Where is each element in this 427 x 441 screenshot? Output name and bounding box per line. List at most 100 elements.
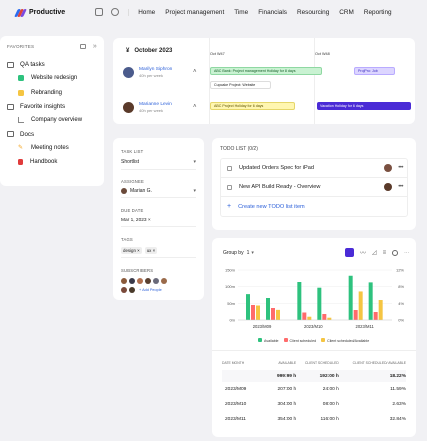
column-header[interactable]: CLIENT SCHEDULED — [304, 361, 339, 365]
line-chart-icon[interactable]: 〰 — [360, 251, 367, 257]
bar-available[interactable] — [246, 294, 250, 320]
booking-text: ABC Project Holiday for 6 days — [214, 104, 264, 108]
sidebar-group-favorite-insights[interactable]: Favorite insights — [7, 100, 97, 113]
bar-ratio[interactable] — [256, 305, 260, 320]
tags-field[interactable]: design × ux × — [121, 247, 196, 258]
bar-available[interactable] — [368, 282, 373, 320]
y2-tick-label: 0% — [398, 318, 404, 323]
more-options-icon[interactable]: ••• — [398, 184, 403, 190]
avatar[interactable] — [153, 278, 159, 284]
booking-pill[interactable]: ABC Bank: Project management Holiday for… — [210, 67, 322, 75]
bar-client-scheduled[interactable] — [353, 310, 358, 320]
table-row[interactable]: 2023/M10 304:00 h 08:00 h 2.63% — [222, 397, 406, 412]
new-folder-icon[interactable] — [79, 44, 86, 49]
booking-pill[interactable]: ABC Project Holiday for 6 days — [210, 102, 295, 110]
bar-client-scheduled[interactable] — [251, 305, 255, 320]
sidebar-group-docs[interactable]: Docs — [7, 128, 97, 141]
legend-item[interactable]: Client scheduled — [283, 338, 316, 343]
avatar[interactable] — [161, 278, 167, 284]
avatar[interactable] — [129, 287, 135, 293]
bar-ratio[interactable] — [276, 309, 280, 320]
booking-pill[interactable]: Vacation Holiday for 6 days — [317, 102, 411, 110]
column-header[interactable]: DATE MONTH — [222, 361, 245, 365]
bar-ratio[interactable] — [327, 317, 332, 320]
tag-chip[interactable]: design × — [121, 247, 142, 254]
month-label: October 2023 — [134, 48, 173, 54]
assignee-select[interactable]: Marian G. ▾ — [121, 188, 196, 198]
todo-item[interactable]: New API Build Ready - Overview ••• — [221, 178, 407, 197]
task-list-select[interactable]: Shortlist ▾ — [121, 159, 196, 170]
table-cell: 2023/M10 — [225, 402, 247, 407]
todo-item[interactable]: Updated Orders Spec for iPad ••• — [221, 159, 407, 178]
nav-resourcing[interactable]: Resourcing — [296, 8, 330, 16]
new-todo-item[interactable]: + Create new TODO list item — [221, 197, 407, 216]
checkbox[interactable] — [227, 184, 232, 190]
avatar[interactable] — [137, 278, 143, 284]
avatar — [384, 164, 393, 172]
person-capacity: 40h per week — [139, 108, 164, 113]
productive-logo-icon — [14, 8, 27, 17]
nav-time[interactable]: Time — [234, 8, 249, 16]
nav-project-management[interactable]: Project management — [165, 8, 225, 16]
sidebar-group-qa-tasks[interactable]: QA tasks — [7, 58, 97, 71]
legend-item[interactable]: Available — [258, 338, 279, 343]
avatar[interactable] — [121, 287, 127, 293]
nav-financials[interactable]: Financials — [258, 8, 287, 16]
bar-ratio[interactable] — [378, 300, 383, 320]
person-row[interactable]: Marianne Levin 40h per week — [123, 102, 172, 113]
column-header[interactable]: CLIENT SCHEDULED/ AVAILABLE — [352, 361, 406, 365]
sidebar-item-website-redesign[interactable]: Website redesign — [7, 71, 97, 86]
booking-pill[interactable]: ProjPro: Job — [354, 67, 395, 75]
avatar[interactable] — [121, 278, 127, 284]
more-icon[interactable]: ⋯ — [404, 249, 410, 256]
group-by-control[interactable]: Group by 1 ▾ — [223, 250, 254, 256]
sidebar-item-rebranding[interactable]: Rebranding — [7, 86, 97, 101]
table-row[interactable]: 2023/M11 354:00 h 116:00 h 32.84% — [222, 412, 406, 427]
bar-ratio[interactable] — [307, 316, 312, 320]
sidebar-item-handbook[interactable]: Handbook — [7, 155, 97, 170]
inbox-icon[interactable] — [95, 8, 104, 16]
due-date-input[interactable]: Mar 1, 2023 × — [121, 218, 196, 227]
bar-client-scheduled[interactable] — [322, 314, 327, 320]
app-logo[interactable]: Productive — [14, 8, 66, 17]
bar-available[interactable] — [297, 282, 302, 320]
collapse-icon[interactable]: ¥ — [126, 48, 130, 54]
avatar[interactable] — [145, 278, 151, 284]
booking-pill[interactable]: Cupcake Project: Website — [210, 81, 271, 89]
bar-available[interactable] — [317, 287, 322, 320]
nav-home[interactable]: Home — [138, 8, 156, 16]
table-cell: 32.84% — [389, 417, 406, 422]
check-circle-icon[interactable] — [111, 8, 120, 16]
table-row[interactable]: 2023/M09 207:00 h 24:00 h 11.59% — [222, 382, 406, 397]
bar-client-scheduled[interactable] — [302, 312, 307, 321]
app-name: Productive — [29, 8, 66, 16]
column-header[interactable]: AVAILABLE — [278, 361, 297, 365]
bar-available[interactable] — [266, 298, 270, 320]
chevron-up-icon[interactable]: ˄ — [193, 69, 197, 75]
person-row[interactable]: Marilyn Siphron 40h per week — [123, 67, 172, 78]
chevron-up-icon[interactable]: ˄ — [193, 104, 197, 110]
more-options-icon[interactable]: ••• — [398, 165, 403, 171]
tag-chip[interactable]: ux × — [144, 247, 158, 254]
legend-item[interactable]: Client scheduled/Available — [321, 338, 369, 343]
nav-crm[interactable]: CRM — [339, 8, 354, 16]
checkbox[interactable] — [227, 165, 232, 171]
add-people-link[interactable]: + Add People — [139, 288, 162, 292]
bar-ratio[interactable] — [358, 291, 363, 320]
x-tick-label: 2023/M10 — [304, 324, 323, 329]
table-cell: 2023/M09 — [225, 387, 247, 392]
nav-reporting[interactable]: Reporting — [363, 8, 392, 16]
table-icon[interactable]: ≡ — [382, 249, 387, 256]
collapse-sidebar-icon[interactable]: » — [92, 43, 97, 50]
folder-icon — [7, 103, 14, 110]
pie-chart-icon[interactable] — [392, 249, 399, 256]
area-chart-icon[interactable]: ◿ — [372, 250, 377, 256]
sidebar-item-company-overview[interactable]: Company overview — [7, 113, 97, 128]
avatar[interactable] — [129, 278, 135, 284]
sidebar-item-meeting-notes[interactable]: ✎ Meeting notes — [7, 141, 97, 156]
bar-chart-icon[interactable] — [345, 248, 354, 257]
bar-available[interactable] — [348, 275, 353, 320]
bar-client-scheduled[interactable] — [373, 312, 378, 320]
bar-client-scheduled[interactable] — [271, 308, 275, 320]
folder-icon — [7, 131, 14, 137]
